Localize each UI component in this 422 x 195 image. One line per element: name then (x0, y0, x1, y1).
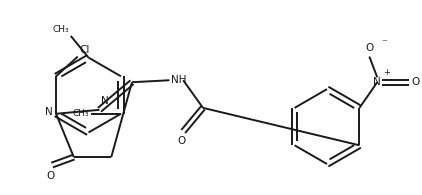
Text: N: N (45, 107, 53, 117)
Text: CH₃: CH₃ (73, 109, 89, 118)
Text: Cl: Cl (80, 45, 90, 55)
Text: N: N (373, 77, 381, 87)
Text: O: O (46, 171, 54, 181)
Text: CH₃: CH₃ (52, 25, 69, 34)
Text: NH: NH (171, 75, 187, 85)
Text: O: O (365, 43, 373, 53)
Text: O: O (412, 77, 420, 87)
Text: N: N (101, 96, 109, 106)
Text: ⁻: ⁻ (381, 39, 387, 49)
Text: +: + (383, 68, 390, 77)
Text: O: O (177, 136, 185, 146)
